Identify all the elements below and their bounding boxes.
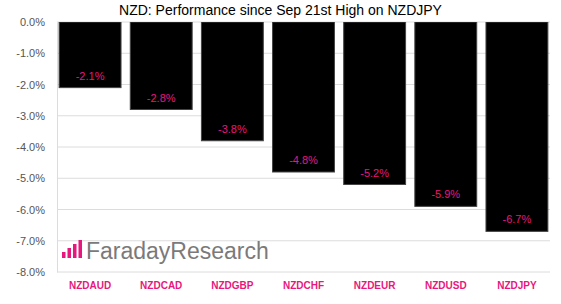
x-tick-label: NZDCAD — [140, 280, 182, 291]
x-tick: NZDGBP — [211, 272, 254, 291]
logo-icon — [79, 240, 83, 258]
x-tick-label: NZDEUR — [354, 280, 396, 291]
data-label: -5.9% — [431, 188, 460, 200]
bar — [415, 22, 477, 206]
y-tick-label: -1.0% — [16, 47, 45, 59]
y-tick-label: -4.0% — [16, 141, 45, 153]
bar — [130, 22, 192, 110]
y-tick: -2.0% — [16, 79, 57, 91]
y-tick: -6.0% — [16, 204, 57, 216]
x-tick: NZDUSD — [425, 272, 467, 291]
grid-line — [57, 272, 550, 273]
y-tick-label: -8.0% — [16, 266, 45, 278]
bar — [344, 22, 406, 185]
x-tick-label: NZDUSD — [425, 280, 467, 291]
y-tick: 0.0% — [20, 16, 57, 28]
bar — [486, 22, 548, 231]
y-tick: -1.0% — [16, 47, 57, 59]
data-label: -6.7% — [503, 213, 532, 225]
logo-icon — [62, 252, 66, 258]
title: NZD: Performance since Sep 21st High on … — [119, 2, 443, 18]
logo-icon — [73, 244, 77, 258]
x-tick: NZDCHF — [283, 272, 324, 291]
x-tick: NZDJPY — [497, 272, 537, 291]
grid — [57, 22, 550, 272]
chart-container: NZD: Performance since Sep 21st High on … — [0, 0, 561, 304]
y-tick-label: -3.0% — [16, 110, 45, 122]
x-tick: NZDAUD — [69, 272, 111, 291]
logo-icon — [68, 248, 72, 258]
data-labels: -2.1% -2.8% -3.8% -4.8% -5.2% -5.9% -6.7% — [76, 70, 532, 226]
y-tick: -4.0% — [16, 141, 57, 153]
y-tick-label: -5.0% — [16, 172, 45, 184]
plot-area: 0.0% -1.0% -2.0% -3.0% -4.0% -5.0% -6.0% -7.0% -… — [16, 16, 550, 291]
chart-svg: NZD: Performance since Sep 21st High on … — [0, 0, 561, 304]
y-tick-label: 0.0% — [20, 16, 45, 28]
y-tick: -7.0% — [16, 235, 57, 247]
x-tick: NZDEUR — [354, 272, 396, 291]
y-tick-label: -2.0% — [16, 79, 45, 91]
y-tick: -8.0% — [16, 266, 57, 278]
data-label: -2.8% — [147, 92, 176, 104]
grid-line — [57, 209, 550, 210]
bars — [59, 22, 548, 231]
y-axis-line — [57, 23, 58, 273]
data-label: -5.2% — [360, 167, 389, 179]
bar — [59, 22, 121, 88]
x-tick-label: NZDJPY — [497, 280, 537, 291]
y-tick-label: -7.0% — [16, 235, 45, 247]
bar — [201, 22, 263, 141]
x-tick-label: NZDCHF — [283, 280, 324, 291]
x-tick: NZDCAD — [140, 272, 182, 291]
y-axis: 0.0% -1.0% -2.0% -3.0% -4.0% -5.0% -6.0% -7.0% -… — [16, 16, 57, 278]
logo: FaradayResearch — [62, 238, 269, 264]
y-tick: -3.0% — [16, 110, 57, 122]
x-tick-label: NZDAUD — [69, 280, 111, 291]
data-label: -3.8% — [218, 123, 247, 135]
bar — [273, 22, 335, 172]
y-tick-label: -6.0% — [16, 204, 45, 216]
y-tick: -5.0% — [16, 172, 57, 184]
x-tick-label: NZDGBP — [211, 280, 254, 291]
x-axis: NZDAUD NZDCAD NZDGBP NZDCHF NZDEUR NZDUSD NZDJ… — [69, 272, 537, 291]
data-label: -4.8% — [289, 154, 318, 166]
data-label: -2.1% — [76, 70, 105, 82]
annotation: FaradayResearch — [86, 238, 269, 264]
